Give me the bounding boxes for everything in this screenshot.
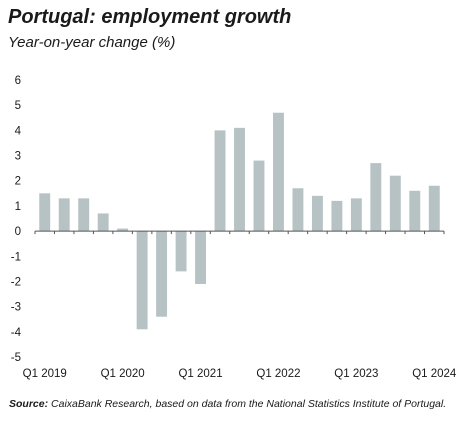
bar: [292, 188, 304, 232]
y-tick-label: -5: [11, 352, 21, 364]
x-tick-label: Q1 2019: [23, 368, 67, 380]
source-text: CaixaBank Research, based on data from t…: [51, 398, 447, 410]
y-tick-label: 5: [15, 100, 21, 112]
bar: [58, 198, 70, 232]
y-tick-label: 2: [15, 176, 21, 188]
bar: [370, 163, 382, 232]
x-tick-label: Q1 2024: [412, 368, 457, 380]
source-note: Source: CaixaBank Research, based on dat…: [9, 398, 446, 410]
bar: [39, 193, 51, 232]
bars: [39, 112, 440, 330]
y-tick-label: -1: [11, 251, 21, 263]
y-axis-tick-labels: 6 5 4 3 2 1 0 -1 -2 -3 -4 -5: [11, 75, 22, 364]
y-tick-label: 4: [15, 125, 22, 137]
y-tick-label: -3: [11, 302, 21, 314]
y-tick-label: -4: [11, 327, 22, 339]
chart-subtitle: Year-on-year change (%): [8, 34, 176, 51]
x-axis-tick-labels: Q1 2019 Q1 2020 Q1 2021 Q1 2022 Q1 2023 Q1 20…: [23, 368, 457, 380]
y-tick-label: 3: [15, 151, 21, 163]
bar: [428, 185, 440, 232]
bar: [389, 175, 401, 232]
y-tick-label: 6: [15, 75, 21, 87]
bar: [117, 228, 129, 232]
bar: [195, 231, 206, 284]
x-axis: [34, 230, 445, 235]
bar: [175, 231, 187, 272]
y-tick-label: -2: [11, 276, 21, 288]
y-tick-label: 0: [15, 226, 21, 238]
bar: [156, 231, 168, 317]
bar: [136, 231, 148, 330]
x-tick-label: Q1 2023: [334, 368, 378, 380]
bar: [331, 200, 343, 232]
bar: [350, 198, 362, 232]
x-tick-label: Q1 2022: [256, 368, 300, 380]
bar: [409, 190, 421, 232]
x-tick-label: Q1 2020: [101, 368, 145, 380]
bar: [214, 130, 226, 232]
bar: [253, 160, 265, 232]
bar: [234, 127, 245, 232]
source-label: Source:: [9, 398, 49, 410]
x-tick-label: Q1 2021: [178, 368, 222, 380]
bar: [78, 198, 90, 232]
chart-title: Portugal: employment growth: [8, 6, 292, 28]
y-tick-label: 1: [15, 201, 21, 213]
bar: [273, 112, 284, 232]
bar: [311, 195, 323, 232]
bar: [97, 213, 109, 232]
